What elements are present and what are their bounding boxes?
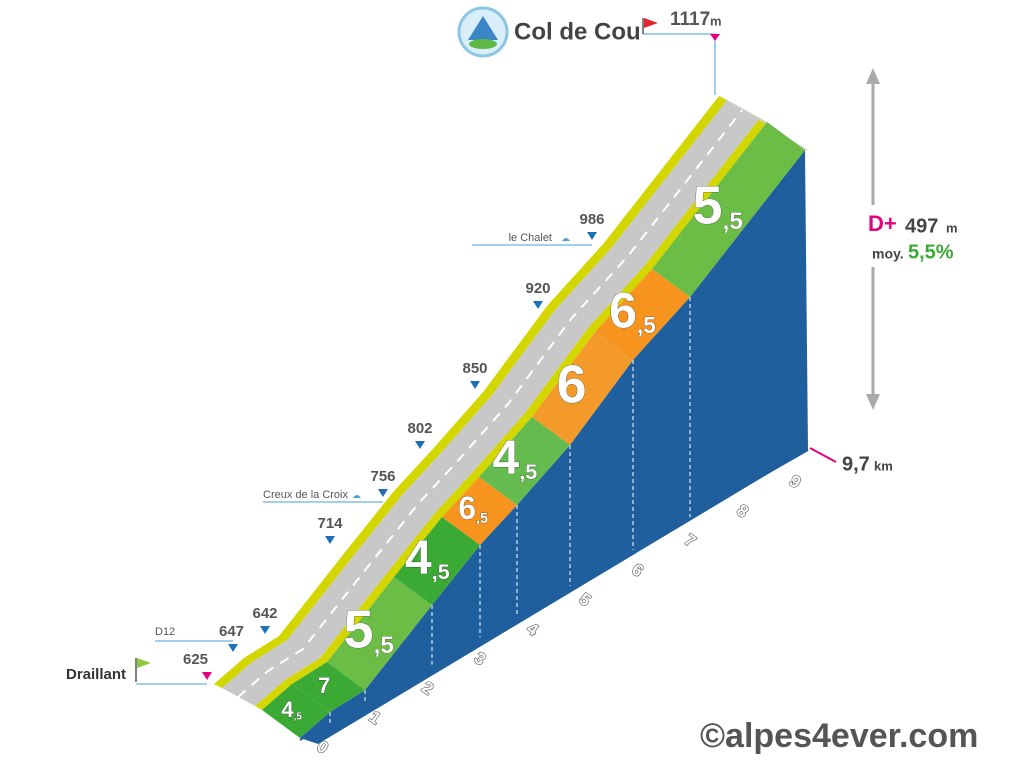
d-plus-unit: m	[946, 220, 958, 235]
altitude-label: 642	[252, 605, 277, 622]
gradient-label: 4,5	[493, 432, 538, 485]
total-distance-unit: km	[874, 458, 893, 473]
altitude-marker	[228, 644, 238, 652]
altitude-label: 714	[317, 515, 343, 532]
d-plus-label: D+	[868, 211, 897, 236]
average-value: 5,5%	[908, 241, 954, 263]
gradient-whole: 7	[318, 673, 330, 698]
gradient-whole: 4	[281, 697, 294, 722]
altitude-label: 920	[525, 280, 550, 297]
gradient-segment	[394, 517, 480, 605]
gradient-decimal: ,5	[476, 511, 488, 527]
gradient-label: 4,5	[405, 532, 450, 585]
summit-name: Col de Cou	[514, 18, 641, 45]
gradient-whole: 6	[557, 355, 587, 415]
place-icon	[353, 495, 361, 498]
km-tick-label: 3	[471, 648, 490, 669]
gradient-label: 6	[557, 355, 587, 415]
start-flag	[137, 658, 151, 668]
gradient-decimal: ,5	[637, 312, 656, 338]
road-end	[719, 96, 808, 150]
gradient-whole: 5	[344, 600, 374, 660]
summit-unit: m	[710, 13, 722, 28]
start-marker	[202, 672, 212, 680]
arrow-head	[866, 394, 880, 410]
gradient-label: 6,5	[609, 282, 656, 339]
altitude-marker	[260, 626, 270, 634]
gradient-label: 4,5	[281, 697, 302, 722]
km-tick-label: 8	[733, 501, 752, 522]
place-icon	[562, 238, 570, 241]
distance-pointer	[809, 447, 837, 463]
summit-altitude: 1117	[670, 9, 710, 30]
summit-flag	[644, 18, 658, 28]
total-distance: 9,7	[842, 453, 870, 475]
altitude-marker	[533, 301, 543, 309]
gradient-segment	[292, 662, 365, 712]
place-label: Creux de la Croix	[263, 489, 348, 501]
gradient-whole: 4	[405, 532, 432, 585]
altitude-label: 986	[579, 211, 604, 228]
altitude-marker	[415, 441, 425, 449]
km-tick-label: 6	[628, 560, 647, 581]
gradient-decimal: ,5	[519, 459, 537, 484]
km-tick-label: 5	[576, 589, 595, 610]
ground-line	[299, 449, 809, 741]
gradient-segment	[652, 122, 805, 297]
altitude-marker	[470, 381, 480, 389]
stats-background	[860, 205, 960, 267]
road-edge	[214, 96, 727, 688]
gradient-segment	[262, 684, 330, 738]
average-label: moy.	[872, 246, 904, 262]
side-wall	[300, 150, 808, 744]
altitude-label: 802	[407, 420, 432, 437]
place-label: le Chalet	[509, 232, 552, 244]
altitude-marker	[325, 536, 335, 544]
altitude-label: 756	[370, 468, 395, 485]
gradient-segment	[442, 477, 517, 545]
summit-icon-grass	[469, 39, 497, 49]
summit-icon-mountain	[468, 16, 498, 40]
km-tick-label: 7	[681, 530, 700, 551]
road-centerline	[237, 108, 744, 698]
gradient-decimal: ,5	[294, 711, 303, 722]
summit-marker	[710, 34, 720, 41]
gradient-whole: 6	[458, 490, 476, 526]
gradient-whole: 5	[693, 176, 723, 236]
gradient-decimal: ,5	[432, 559, 450, 584]
start-name: Draillant	[66, 666, 126, 683]
arrow-head	[866, 68, 880, 84]
altitude-label: 647	[219, 623, 244, 640]
copyright: ©alpes4ever.com	[700, 717, 978, 755]
start-altitude: 625	[183, 651, 208, 668]
road-edge	[255, 118, 767, 710]
km-tick-label: 9	[786, 471, 805, 492]
altitude-label: 850	[462, 360, 487, 377]
gradient-segment	[479, 417, 570, 505]
gradient-label: 5,5	[344, 600, 394, 660]
d-plus-value: 497	[905, 215, 938, 237]
gradient-label: 7	[318, 673, 330, 698]
gradient-label: 5,5	[693, 176, 743, 236]
altitude-marker	[587, 232, 597, 240]
gradient-decimal: ,5	[374, 632, 394, 659]
gradient-whole: 6	[609, 282, 637, 339]
gradient-segment	[327, 577, 432, 690]
gradient-segment	[532, 332, 633, 445]
altitude-marker	[378, 489, 388, 497]
profile-shapes: 4,575,54,56,54,566,55,5	[214, 96, 809, 744]
gradient-whole: 4	[493, 432, 520, 485]
road	[222, 100, 760, 706]
place-label: D12	[155, 626, 175, 638]
km-tick-label: 4	[523, 619, 542, 640]
gradient-decimal: ,5	[723, 208, 743, 235]
gradient-label: 6,5	[458, 490, 488, 526]
gradient-segment	[595, 269, 690, 360]
